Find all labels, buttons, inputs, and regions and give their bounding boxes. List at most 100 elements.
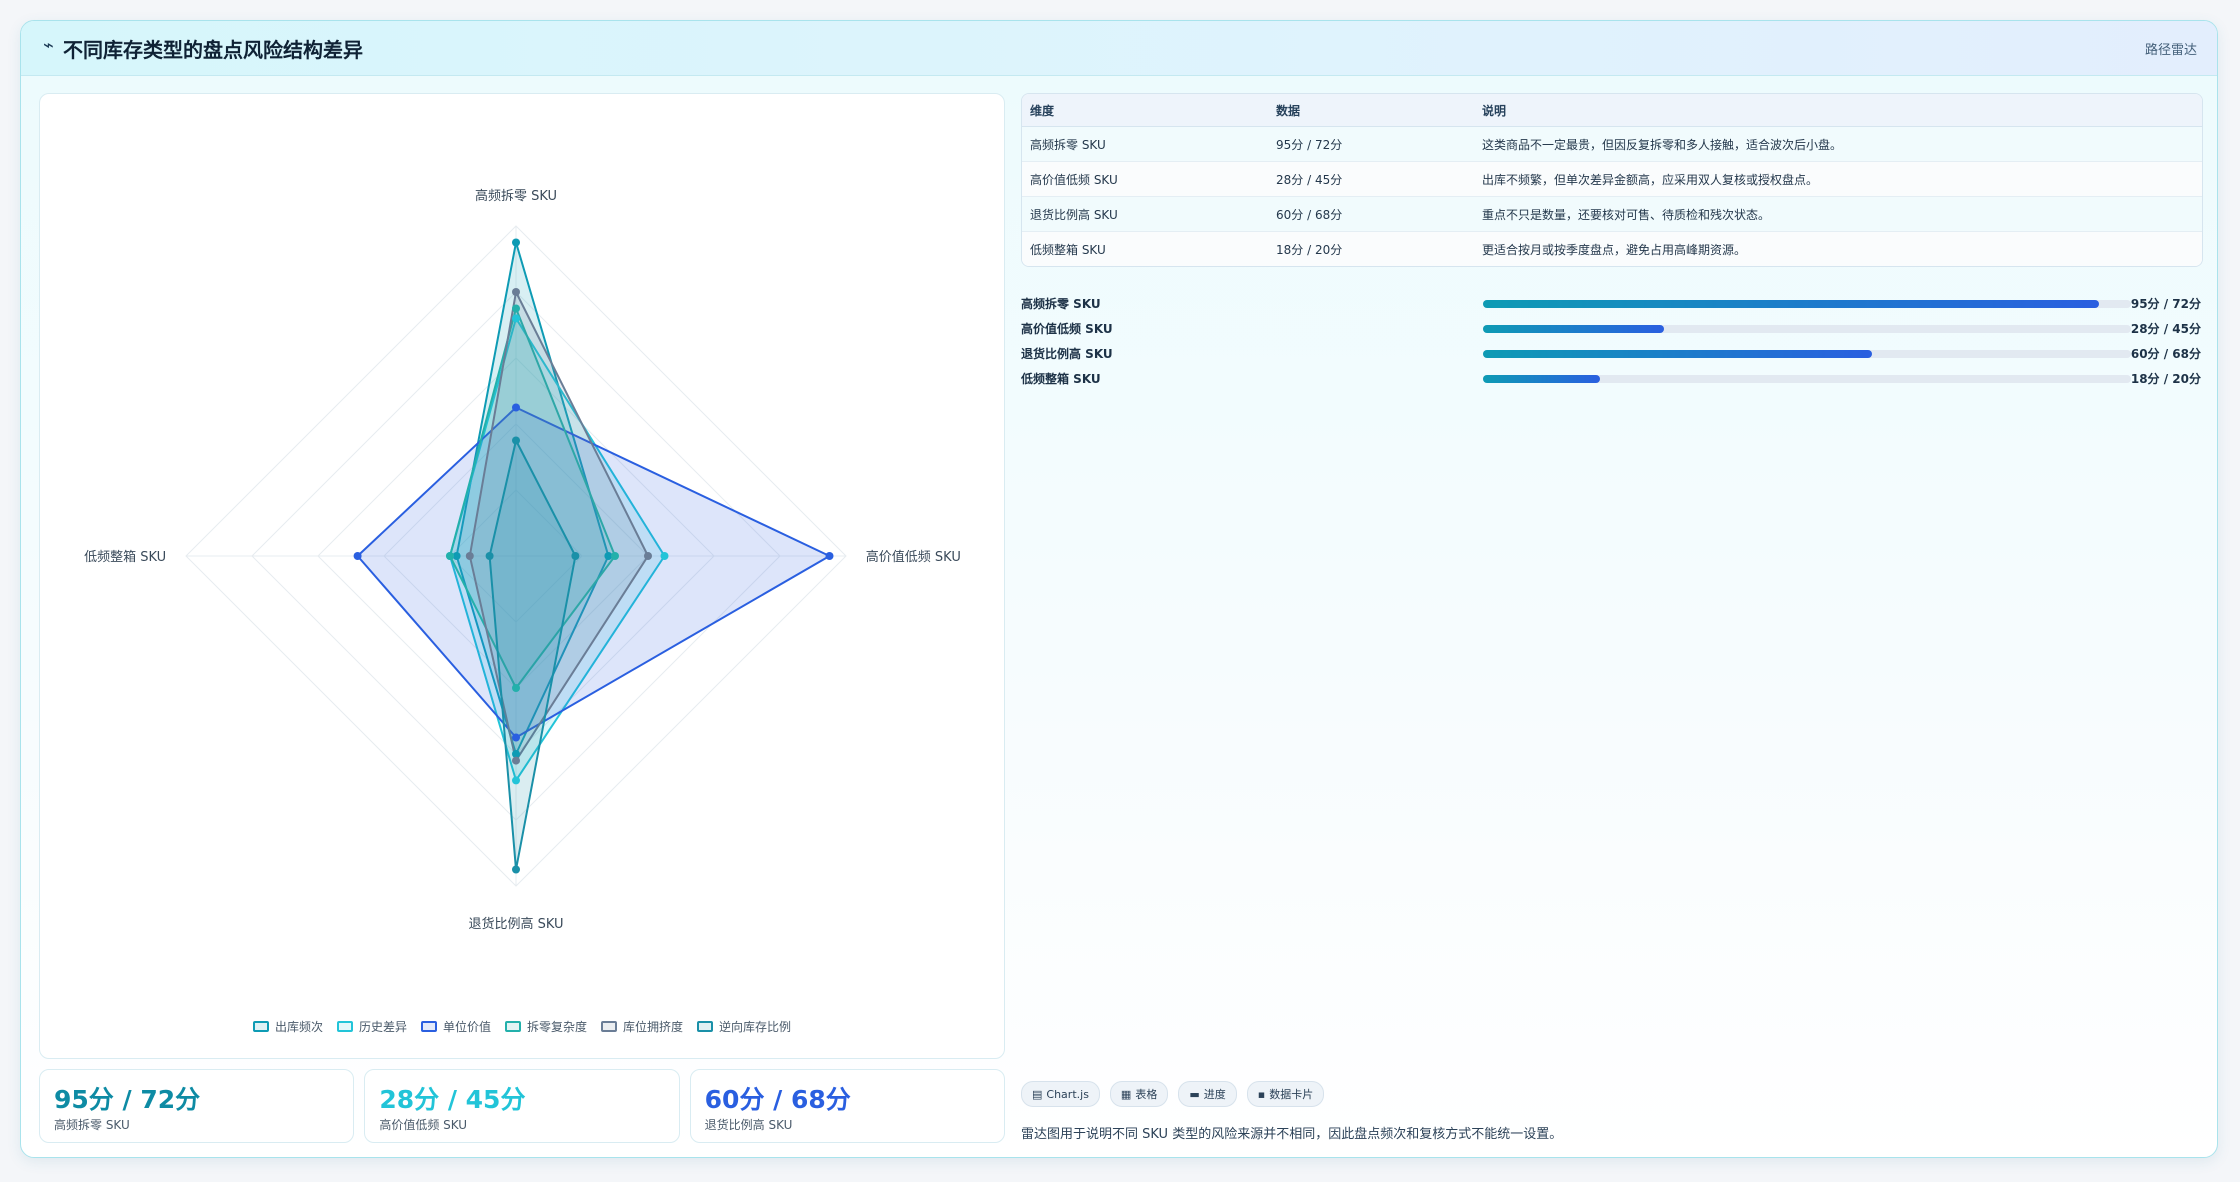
- legend-item[interactable]: 单位价值: [420, 1018, 491, 1035]
- data-point[interactable]: [512, 238, 520, 247]
- table-cell: 28分 / 45分: [1268, 161, 1474, 197]
- table-cell: 退货比例高 SKU: [1022, 196, 1268, 232]
- data-point[interactable]: [660, 552, 669, 560]
- card-header: ⌁ 不同库存类型的盘点风险结构差异 路径雷达: [21, 21, 2217, 76]
- data-point[interactable]: [465, 552, 474, 560]
- data-point[interactable]: [512, 865, 520, 874]
- data-point[interactable]: [512, 288, 520, 296]
- radar-chart-panel: 高频拆零 SKU 高价值低频 SKU 退货比例高 SKU 低频整箱 SKU 出库频次 历…: [39, 93, 1005, 1059]
- progress-row: 低频整箱 SKU 18分 / 20分: [1021, 366, 2201, 391]
- data-point[interactable]: [446, 552, 454, 560]
- progress-fill: [1483, 325, 1665, 333]
- legend-item[interactable]: 逆向库存比例: [697, 1018, 791, 1035]
- chip-progress[interactable]: ▬ 进度: [1178, 1081, 1237, 1107]
- chip-table[interactable]: ▦ 表格: [1109, 1081, 1169, 1107]
- data-point[interactable]: [485, 552, 494, 560]
- progress-track: [1483, 300, 2131, 308]
- legend-label: 出库频次: [274, 1020, 323, 1034]
- axis-label: 退货比例高 SKU: [468, 916, 563, 932]
- legend-label: 单位价值: [442, 1020, 491, 1034]
- data-point[interactable]: [611, 552, 619, 560]
- data-point[interactable]: [512, 684, 520, 692]
- chip-label: 数据卡片: [1269, 1088, 1314, 1101]
- data-point[interactable]: [825, 552, 834, 560]
- stat-label: 高价值低频 SKU: [379, 1118, 468, 1132]
- stat-card: 28分 / 45分 高价值低频 SKU: [364, 1069, 680, 1143]
- progress-row: 退货比例高 SKU 60分 / 68分: [1021, 341, 2201, 366]
- data-point[interactable]: [512, 756, 520, 765]
- legend-label: 拆零复杂度: [527, 1020, 588, 1034]
- table-cell: 重点不只是数量，还要核对可售、待质检和残次状态。: [1474, 196, 2202, 232]
- data-point[interactable]: [512, 436, 520, 445]
- chip-label: 表格: [1135, 1088, 1158, 1101]
- data-point[interactable]: [452, 552, 461, 560]
- data-point[interactable]: [512, 304, 520, 313]
- table-cell: 高价值低频 SKU: [1022, 161, 1268, 197]
- progress-label: 高频拆零 SKU: [1021, 297, 1101, 311]
- table-cell: 这类商品不一定最贵，但因反复拆零和多人接触，适合波次后小盘。: [1474, 126, 2202, 162]
- table-cell: 60分 / 68分: [1268, 196, 1474, 232]
- data-table: 维度 数据 说明 高频拆零 SKU 95分 / 72分 这类商品不一定最贵，但因…: [1021, 93, 2203, 267]
- card-icon: ▪: [1257, 1087, 1266, 1101]
- progress-list: 高频拆零 SKU 95分 / 72分 高价值低频 SKU 28分 / 45分 退…: [1021, 291, 2201, 391]
- table-header: 数据: [1268, 94, 1474, 127]
- axis-label: 高价值低频 SKU: [866, 549, 961, 565]
- table-row: 高价值低频 SKU 28分 / 45分 出库不频繁，但单次差异金额高，应采用双人…: [1022, 161, 2202, 197]
- progress-fill: [1483, 375, 1600, 383]
- progress-fill: [1483, 300, 2099, 308]
- legend-item[interactable]: 出库频次: [252, 1018, 323, 1035]
- stat-value: 60分 / 68分: [704, 1085, 851, 1114]
- stat-card: 60分 / 68分 退货比例高 SKU: [689, 1069, 1005, 1143]
- data-point[interactable]: [604, 552, 613, 560]
- table-row: 高频拆零 SKU 95分 / 72分 这类商品不一定最贵，但因反复拆零和多人接触…: [1022, 126, 2202, 162]
- table-cell: 高频拆零 SKU: [1022, 126, 1268, 162]
- stat-value: 95分 / 72分: [54, 1085, 201, 1114]
- radar-tag: 路径雷达: [2144, 43, 2197, 58]
- radar-chart: 高频拆零 SKU 高价值低频 SKU 退货比例高 SKU 低频整箱 SKU: [84, 188, 961, 932]
- chip-chartjs[interactable]: ▤ Chart.js: [1021, 1081, 1100, 1107]
- axis-label: 低频整箱 SKU: [84, 549, 166, 565]
- progress-track: [1483, 375, 2131, 383]
- table-header: 说明: [1474, 94, 2202, 127]
- chip-label: Chart.js: [1046, 1087, 1089, 1101]
- legend-item[interactable]: 库位拥挤度: [601, 1018, 683, 1035]
- stat-value: 28分 / 45分: [379, 1085, 526, 1114]
- progress-track: [1483, 325, 2131, 333]
- progress-fill: [1483, 350, 1872, 358]
- chip-data-card[interactable]: ▪ 数据卡片: [1246, 1081, 1325, 1107]
- progress-label: 高价值低频 SKU: [1021, 322, 1113, 336]
- chart-icon: ▤: [1032, 1087, 1043, 1101]
- legend-label: 历史差异: [358, 1020, 407, 1034]
- data-point[interactable]: [512, 776, 520, 785]
- progress-track: [1483, 350, 2131, 358]
- data-point[interactable]: [512, 403, 520, 412]
- legend-swatch: [601, 1021, 618, 1032]
- data-point[interactable]: [512, 750, 520, 758]
- table-icon: ▦: [1120, 1087, 1132, 1101]
- table-header: 维度: [1022, 94, 1268, 127]
- progress-value: 28分 / 45分: [2130, 322, 2201, 336]
- legend-swatch: [505, 1021, 521, 1032]
- data-point[interactable]: [512, 314, 520, 323]
- legend-item[interactable]: 历史差异: [336, 1018, 407, 1035]
- stat-label: 高频拆零 SKU: [54, 1118, 130, 1132]
- data-point[interactable]: [644, 552, 652, 560]
- progress-value: 18分 / 20分: [2130, 372, 2201, 386]
- data-point[interactable]: [353, 552, 362, 560]
- chart-legend: 出库频次 历史差异 单位价值 拆零复杂度 库位拥挤度 逆向库存比例: [40, 1018, 1004, 1035]
- stat-label: 退货比例高 SKU: [704, 1118, 793, 1132]
- legend-swatch: [336, 1021, 353, 1032]
- table-cell: 95分 / 72分: [1268, 126, 1474, 162]
- stat-card: 95分 / 72分 高频拆零 SKU: [39, 1069, 355, 1143]
- progress-icon: ▬: [1189, 1087, 1200, 1101]
- legend-swatch: [697, 1021, 714, 1032]
- chip-label: 进度: [1203, 1088, 1226, 1101]
- progress-row: 高频拆零 SKU 95分 / 72分: [1021, 291, 2201, 316]
- data-point[interactable]: [512, 733, 520, 742]
- progress-label: 低频整箱 SKU: [1021, 372, 1101, 386]
- table-cell: 低频整箱 SKU: [1022, 231, 1268, 266]
- legend-item[interactable]: 拆零复杂度: [505, 1018, 587, 1035]
- data-point[interactable]: [571, 552, 580, 560]
- footnote: 雷达图用于说明不同 SKU 类型的风险来源并不相同，因此盘点频次和复核方式不能统…: [1021, 1127, 1563, 1142]
- table-row: 低频整箱 SKU 18分 / 20分 更适合按月或按季度盘点，避免占用高峰期资源…: [1022, 231, 2202, 266]
